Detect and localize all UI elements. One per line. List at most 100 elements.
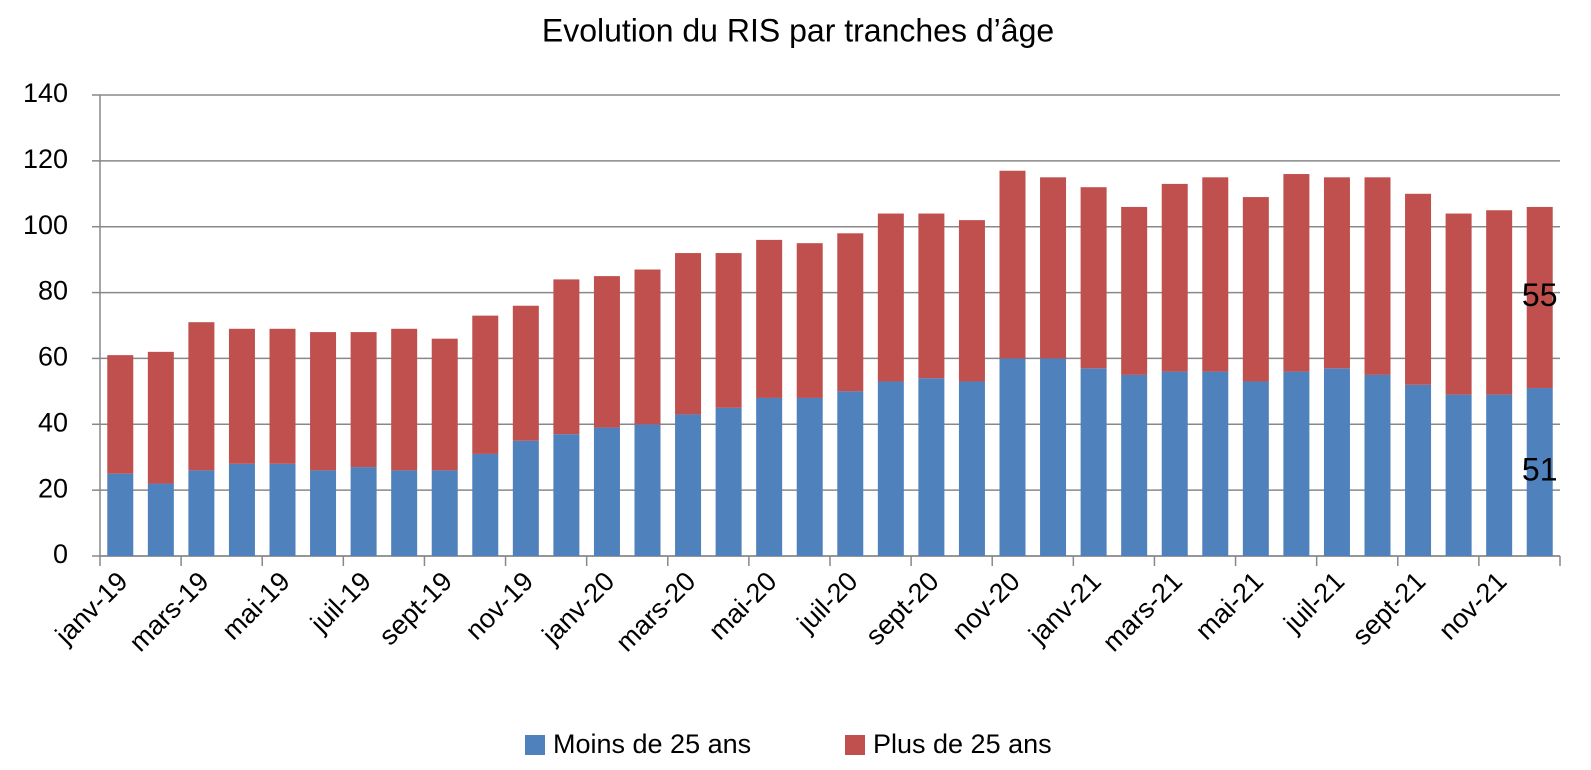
bar-segment (472, 453, 499, 556)
bar-segment (1405, 193, 1432, 385)
bar-segment (796, 397, 823, 556)
bar-segment (512, 440, 539, 556)
bar-segment (472, 315, 499, 454)
legend-label: Plus de 25 ans (873, 729, 1052, 759)
x-tick-label: sept-21 (1346, 566, 1431, 651)
bar-segment (431, 338, 458, 471)
bar-segment (431, 470, 458, 556)
bar-segment (958, 220, 985, 382)
bar-segment (1121, 206, 1148, 375)
x-tick-label: janv-20 (536, 566, 621, 651)
bar-segment (269, 463, 296, 556)
bar-segment (553, 434, 580, 556)
bar-segment (1202, 177, 1229, 372)
bar-segment (1161, 371, 1188, 556)
data-label: 51 (1522, 451, 1558, 487)
bar-segment (1364, 374, 1391, 556)
bar-segment (310, 470, 337, 556)
bar-segment (877, 213, 904, 382)
bar-segment (1121, 374, 1148, 556)
bar-segment (715, 253, 742, 408)
bar-segment (593, 276, 620, 428)
x-tick-label: nov-21 (1433, 566, 1513, 646)
bar-segment (1283, 371, 1310, 556)
x-tick-label: janv-21 (1022, 566, 1107, 651)
bar-segment (188, 470, 215, 556)
bar-segment (512, 305, 539, 441)
y-tick-label: 80 (38, 276, 68, 306)
bar-segment (756, 397, 783, 556)
bar-segment (228, 328, 255, 464)
bar-segment (1323, 177, 1350, 369)
y-tick-label: 100 (23, 210, 68, 240)
y-tick-label: 40 (38, 407, 68, 437)
bar-segment (350, 332, 377, 468)
bar-segment (837, 233, 864, 392)
x-tick-label: mars-21 (1097, 566, 1188, 657)
bar-segment (837, 391, 864, 556)
bar-segment (1040, 358, 1067, 556)
bar-segment (269, 328, 296, 464)
bar-segment (675, 253, 702, 415)
x-tick-label: mai-21 (1190, 566, 1270, 646)
bar-segment (1283, 174, 1310, 372)
x-tick-label: juil-19 (304, 566, 377, 639)
bar-segment (228, 463, 255, 556)
bar-segment (1080, 187, 1107, 369)
bar-segment (391, 470, 418, 556)
x-tick-label: mars-20 (610, 566, 701, 657)
bar-segment (1202, 371, 1229, 556)
bar-segment (1242, 197, 1269, 382)
bar-segment (877, 381, 904, 556)
y-tick-label: 120 (23, 144, 68, 174)
legend-label: Moins de 25 ans (553, 729, 751, 759)
bar-segment (310, 332, 337, 471)
x-tick-label: janv-19 (49, 566, 134, 651)
bar-segment (918, 378, 945, 556)
bar-segment (391, 328, 418, 471)
bar-segment (1526, 206, 1553, 389)
y-tick-label: 20 (38, 473, 68, 503)
bar-segment (999, 170, 1026, 359)
legend-swatch (525, 735, 545, 755)
bar-segment (999, 358, 1026, 556)
bar-segment (107, 355, 134, 474)
bar-segment (1445, 213, 1472, 395)
x-tick-label: mai-20 (703, 566, 783, 646)
y-tick-label: 140 (23, 78, 68, 108)
bar-segment (756, 239, 783, 398)
bar-segment (147, 483, 174, 556)
y-tick-label: 60 (38, 342, 68, 372)
bar-segment (634, 424, 661, 556)
x-tick-label: sept-19 (373, 566, 458, 651)
bar-segment (107, 473, 134, 556)
bar-segment (593, 427, 620, 556)
bar-segment (188, 322, 215, 471)
x-tick-label: sept-20 (860, 566, 945, 651)
x-tick-label: mars-19 (123, 566, 214, 657)
bar-segment (1486, 394, 1513, 556)
data-label: 55 (1522, 277, 1558, 313)
bar-segment (1526, 388, 1553, 556)
x-tick-label: mai-19 (216, 566, 296, 646)
bar-segment (1040, 177, 1067, 359)
legend-swatch (845, 735, 865, 755)
x-tick-label: juil-21 (1277, 566, 1350, 639)
bar-segment (1364, 177, 1391, 375)
bar-segment (1323, 368, 1350, 556)
bar-segment (1486, 210, 1513, 395)
bar-segment (1445, 394, 1472, 556)
x-tick-label: juil-20 (791, 566, 864, 639)
bar-segment (553, 279, 580, 435)
bar-segment (1161, 183, 1188, 372)
bar-segment (675, 414, 702, 556)
bar-segment (796, 243, 823, 398)
bar-segment (634, 269, 661, 425)
bar-segment (715, 407, 742, 556)
bar-segment (958, 381, 985, 556)
bar-segment (1405, 384, 1432, 556)
bar-segment (350, 467, 377, 556)
x-tick-label: nov-19 (460, 566, 540, 646)
chart-title: Evolution du RIS par tranches d’âge (542, 12, 1054, 48)
